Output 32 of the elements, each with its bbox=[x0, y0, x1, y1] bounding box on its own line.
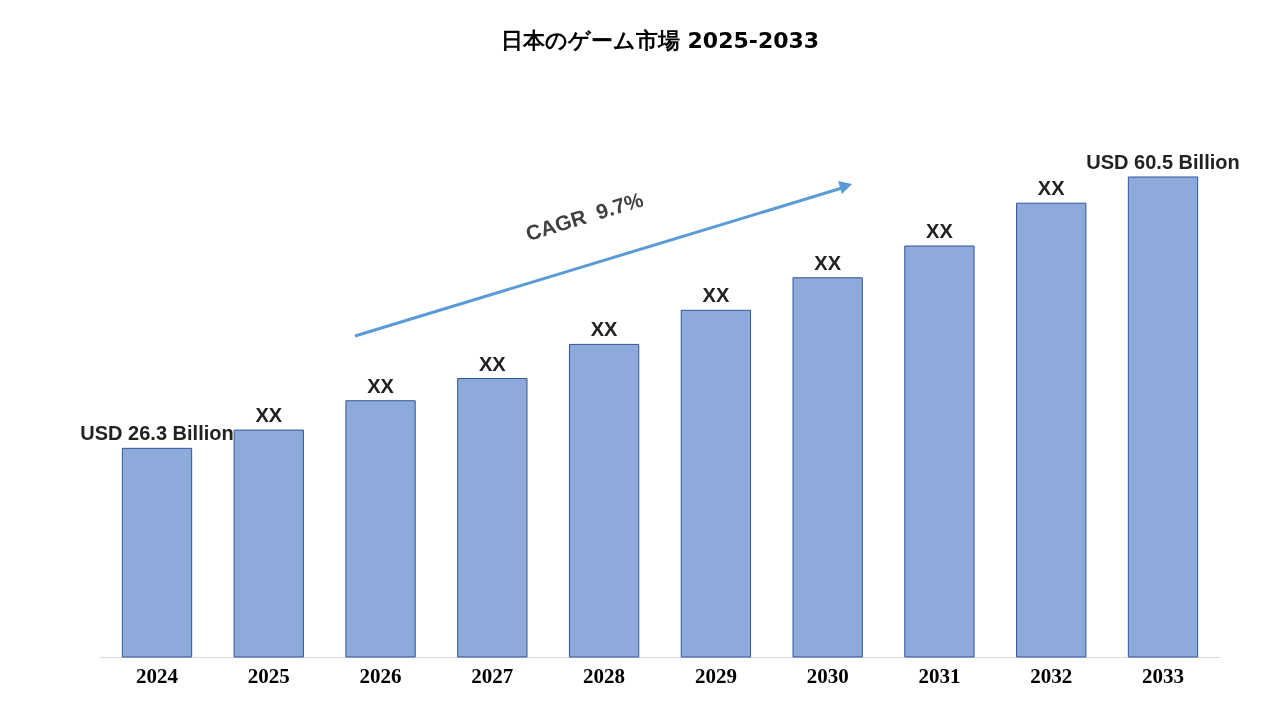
bar bbox=[1016, 202, 1087, 658]
data-label: XX bbox=[367, 374, 395, 397]
bar bbox=[1127, 176, 1199, 658]
x-tick-label: 2024 bbox=[136, 663, 179, 688]
x-tick-label: 2033 bbox=[1141, 663, 1184, 688]
bar bbox=[568, 343, 640, 658]
bar bbox=[792, 277, 863, 658]
x-tick-label: 2028 bbox=[583, 663, 626, 688]
chart-title: 日本のゲーム市場 2025-2033 bbox=[500, 28, 820, 53]
x-tick-label: 2026 bbox=[359, 663, 402, 688]
data-label: XX bbox=[814, 251, 842, 274]
bar bbox=[345, 400, 416, 658]
x-tick-label: 2031 bbox=[918, 663, 961, 688]
data-label: XX bbox=[590, 318, 619, 341]
data-label: XX bbox=[255, 404, 283, 427]
x-tick-label: 2032 bbox=[1030, 663, 1073, 688]
bar bbox=[680, 309, 752, 658]
annotation: CAGR 9.7% bbox=[522, 187, 647, 246]
bar bbox=[233, 429, 304, 658]
data-label: XX bbox=[926, 220, 954, 243]
data-label: XX bbox=[478, 352, 507, 375]
data-label: XX bbox=[702, 284, 730, 307]
bar bbox=[904, 245, 975, 658]
bar bbox=[121, 447, 193, 658]
data-label: XX bbox=[1037, 177, 1066, 200]
x-tick-label: 2027 bbox=[471, 663, 514, 688]
x-tick-label: 2030 bbox=[806, 663, 849, 688]
data-label: USD 26.3 Billion bbox=[80, 422, 234, 445]
data-label: USD 60.5 Billion bbox=[1086, 151, 1240, 173]
x-tick-label: 2025 bbox=[247, 663, 290, 688]
x-tick-label: 2029 bbox=[694, 663, 737, 688]
bar bbox=[457, 378, 528, 658]
